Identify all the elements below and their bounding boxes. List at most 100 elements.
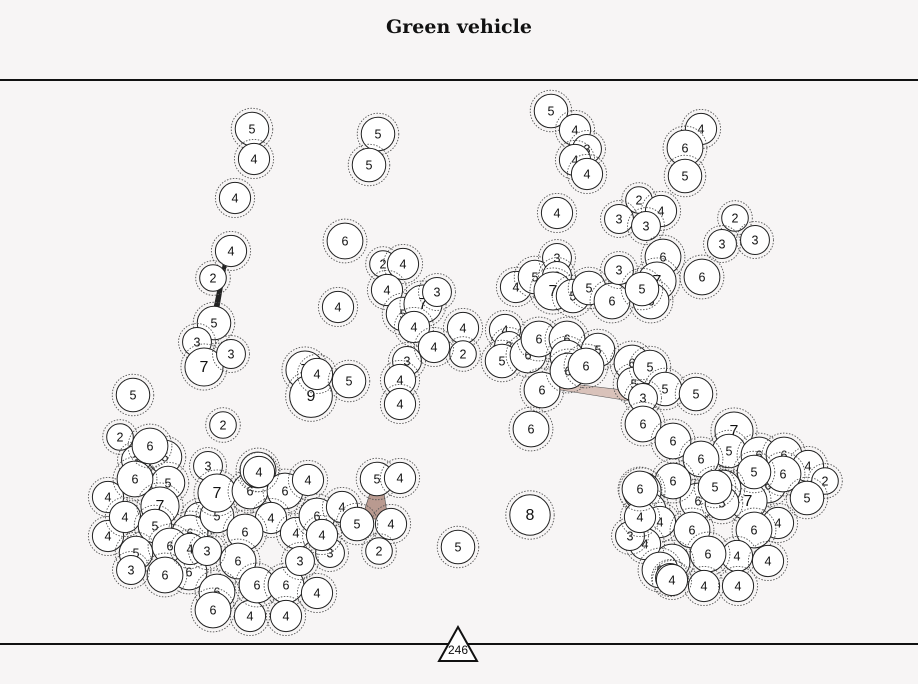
node-halo bbox=[212, 335, 250, 373]
node: 5 bbox=[785, 476, 829, 520]
node-value: 6 bbox=[780, 468, 787, 482]
node-value: 6 bbox=[781, 449, 788, 463]
node-halo bbox=[619, 496, 661, 538]
node-circle bbox=[655, 563, 689, 597]
node-value: 2 bbox=[636, 194, 643, 208]
node-halo bbox=[356, 112, 400, 156]
node: 4 bbox=[379, 383, 421, 425]
node-circle bbox=[721, 569, 755, 603]
node-circle bbox=[512, 410, 550, 448]
node-halo bbox=[508, 406, 554, 452]
node-halo bbox=[112, 456, 158, 502]
node-value: 4 bbox=[388, 518, 395, 532]
node-value: 5 bbox=[532, 271, 539, 285]
node: 6 bbox=[519, 367, 565, 413]
node-circle bbox=[305, 518, 339, 552]
node-value: 5 bbox=[631, 378, 638, 392]
node-value: 4 bbox=[339, 501, 346, 515]
node-circle bbox=[678, 376, 714, 412]
node-value: 5 bbox=[751, 466, 758, 480]
node: 4 bbox=[229, 595, 271, 637]
node-value: 4 bbox=[400, 258, 407, 272]
node-circle bbox=[146, 556, 184, 594]
node-value: 4 bbox=[319, 529, 326, 543]
node-halo bbox=[785, 476, 829, 520]
node-halo bbox=[724, 477, 772, 525]
node: 5 bbox=[674, 372, 718, 416]
node-value: 4 bbox=[637, 511, 644, 525]
node-halo bbox=[536, 192, 578, 234]
node-circle bbox=[383, 387, 417, 421]
node-circle bbox=[269, 599, 303, 633]
node: 4 bbox=[296, 353, 338, 395]
node-value: 4 bbox=[460, 322, 467, 336]
node-value: 4 bbox=[658, 205, 665, 219]
node: 4 bbox=[210, 230, 252, 272]
node-halo bbox=[736, 221, 774, 259]
node-value: 2 bbox=[220, 419, 227, 433]
node-value: 6 bbox=[162, 569, 169, 583]
node-value: 6 bbox=[682, 142, 689, 156]
node: 6 bbox=[112, 456, 158, 502]
node-circle bbox=[351, 147, 387, 183]
node-value: 4 bbox=[247, 610, 254, 624]
node-value: 3 bbox=[434, 286, 441, 300]
node-value: 5 bbox=[354, 518, 361, 532]
node: 4 bbox=[366, 269, 408, 311]
node: 6 bbox=[617, 466, 663, 512]
node-value: 6 bbox=[342, 235, 349, 249]
node-circle bbox=[115, 377, 151, 413]
node-value: 3 bbox=[640, 392, 647, 406]
node-halo bbox=[624, 379, 662, 417]
node: 6 bbox=[127, 423, 173, 469]
node-value: 4 bbox=[775, 517, 782, 531]
node-value: 6 bbox=[186, 566, 193, 580]
node-circle bbox=[751, 544, 785, 578]
chart-title: Green vehicle bbox=[386, 16, 532, 38]
node-value: 4 bbox=[397, 398, 404, 412]
node-circle bbox=[397, 310, 431, 344]
node-value: 4 bbox=[642, 538, 649, 552]
node-value: 2 bbox=[822, 475, 829, 489]
node-circle bbox=[116, 555, 146, 585]
node-value: 6 bbox=[282, 485, 289, 499]
node: 6 bbox=[516, 316, 562, 362]
node-halo bbox=[436, 525, 480, 569]
node-halo bbox=[747, 540, 789, 582]
node-halo bbox=[627, 207, 665, 245]
count-triangle bbox=[437, 624, 479, 662]
node-halo bbox=[379, 383, 421, 425]
node: 3 bbox=[703, 225, 741, 263]
node-circle bbox=[621, 470, 659, 508]
node-halo bbox=[399, 280, 447, 328]
node-value: 3 bbox=[752, 234, 759, 248]
node-halo bbox=[600, 251, 638, 289]
node: 3 bbox=[112, 551, 150, 589]
node-value: 5 bbox=[586, 282, 593, 296]
node-value: 3 bbox=[204, 545, 211, 559]
node-value: 5 bbox=[165, 477, 172, 491]
node-halo bbox=[178, 323, 216, 361]
node-value: 4 bbox=[513, 281, 520, 295]
node-value: 6 bbox=[283, 579, 290, 593]
node-value: 4 bbox=[305, 474, 312, 488]
node: 5 bbox=[620, 267, 664, 311]
node-value: 3 bbox=[194, 336, 201, 350]
node-halo bbox=[285, 370, 337, 422]
node-value: 4 bbox=[105, 491, 112, 505]
node: 6 bbox=[731, 507, 777, 553]
node-value: 4 bbox=[554, 207, 561, 221]
node-halo bbox=[650, 458, 696, 504]
node-halo bbox=[418, 273, 456, 311]
node-value: 6 bbox=[564, 333, 571, 347]
node: 2 bbox=[205, 407, 241, 443]
node-value: 4 bbox=[411, 321, 418, 335]
node: 3 bbox=[736, 221, 774, 259]
node-value: 5 bbox=[662, 383, 669, 397]
node: 4 bbox=[536, 192, 578, 234]
node-value: 3 bbox=[133, 454, 140, 468]
node-halo bbox=[233, 138, 275, 180]
node-count-marker: 246 bbox=[437, 624, 479, 662]
node-halo bbox=[205, 407, 241, 443]
node-value: 5 bbox=[647, 361, 654, 375]
